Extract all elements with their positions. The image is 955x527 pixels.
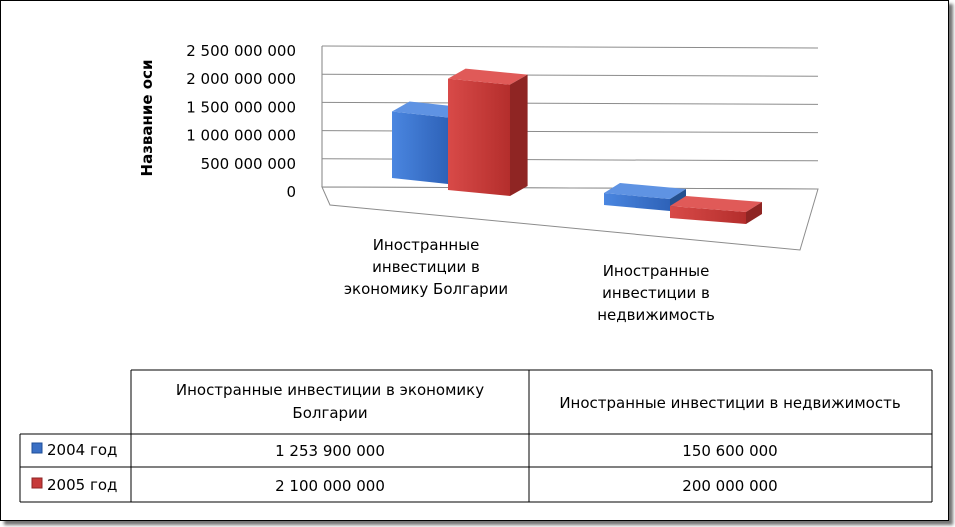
gridline: [321, 45, 819, 49]
y-tick-labels: 2 500 000 000 2 000 000 000 1 500 000 000 1…: [186, 42, 296, 201]
bar-top-face: [392, 101, 466, 118]
table-cell-2005-realestate: 200 000 000: [682, 477, 777, 495]
y-tick-label: 0: [286, 183, 296, 201]
bars: [392, 68, 762, 224]
legend-key-2004: [31, 442, 43, 454]
y-tick-label: 2 500 000 000: [186, 42, 296, 60]
gridline: [321, 73, 819, 77]
table-header-realestate: Иностранные инвестиции в недвижимость: [559, 394, 900, 412]
category-label: инвестиции в: [602, 284, 710, 302]
bar-front-face: [448, 78, 510, 196]
table-row-label-2004: 2004 год: [47, 441, 117, 459]
bar-top-face: [604, 183, 686, 199]
table-header-economy-line2: Болгарии: [292, 404, 367, 422]
y-axis-title: Название оси: [138, 60, 156, 177]
y-tick-label: 1 500 000 000: [186, 98, 296, 116]
bar-2005-cat0: [448, 68, 528, 196]
category-label: недвижимость: [597, 306, 715, 324]
table-row-label-2005: 2005 год: [47, 476, 117, 494]
category-label: экономику Болгарии: [344, 280, 508, 298]
table-cell-2004-realestate: 150 600 000: [682, 442, 777, 460]
chart-walls: [321, 46, 323, 187]
gridline: [321, 101, 819, 105]
bar-front-face: [392, 111, 448, 184]
data-table: Иностранные инвестиции в экономику Болга…: [19, 369, 933, 503]
table-cell-2004-economy: 1 253 900 000: [275, 442, 385, 460]
bar-side-face: [510, 74, 528, 196]
bar-top-face: [670, 196, 762, 212]
y-tick-label: 2 000 000 000: [186, 70, 296, 88]
table-cell-2005-economy: 2 100 000 000: [275, 477, 385, 495]
category-labels: Иностранные инвестиции в экономику Болгари…: [344, 236, 715, 324]
y-tick-label: 1 000 000 000: [186, 127, 296, 145]
legend-key-2005: [31, 477, 43, 489]
y-tick-label: 500 000 000: [201, 155, 296, 173]
bar-2005-cat1: [670, 196, 762, 224]
category-label: инвестиции в: [372, 258, 480, 276]
category-label: Иностранные: [603, 262, 710, 280]
bar-side-face: [746, 202, 762, 224]
bar-top-face: [448, 68, 528, 85]
category-label: Иностранные: [373, 236, 480, 254]
bar-2004-cat1: [604, 183, 686, 211]
table-header-economy-line1: Иностранные инвестиции в экономику: [176, 381, 484, 399]
